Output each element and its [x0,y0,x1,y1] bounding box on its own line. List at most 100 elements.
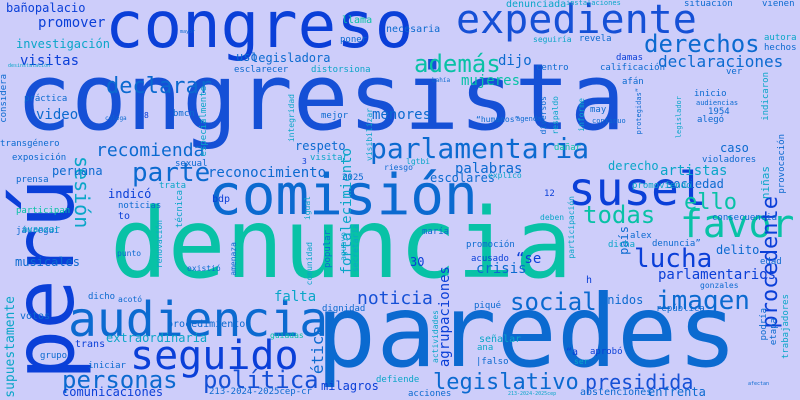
word: continuo [592,117,626,125]
word: trans [75,339,106,350]
word: mayor [180,29,196,35]
word: 213-2024-2025cep [508,391,557,397]
word: sociedad [666,177,724,191]
word: alex [630,231,652,241]
word: práctica [24,94,68,104]
word: expediente [456,0,697,43]
word: unidos [600,293,644,307]
word: favor [680,202,795,246]
word: denuncia [110,188,573,300]
word: caso [720,141,749,155]
word: parte [132,158,211,188]
word: inicio [694,89,727,99]
word: musicales [15,255,81,269]
word: alegó [697,115,725,125]
word: trata [159,181,187,191]
word: video [36,107,79,123]
word: votos [20,311,51,322]
word: agrupaciones [437,266,453,368]
word: colega [105,115,127,122]
word: “humanos” [476,115,520,124]
word: enfrenta [648,385,706,399]
word: 30 [410,255,425,269]
word: provocación [777,134,787,194]
word: consecuencia [712,213,778,223]
word: vienen [762,0,795,9]
word: sesión [70,156,94,229]
word: riesgo [384,163,413,172]
word: to [118,211,131,222]
word: personas [62,366,178,394]
word: dignidad [322,304,366,314]
word: respaldo [551,96,560,135]
word: hechos [764,43,797,53]
word: lgtbi [406,157,431,166]
word: bañopalacio [6,1,86,15]
word: participan [16,206,71,216]
word: audiencias [696,99,739,107]
word: iniciar [88,361,126,371]
word: dicha [608,240,636,250]
word: derechos [644,30,760,58]
word: aprobó [590,347,623,357]
word: dicho [88,292,116,302]
word: sexual [175,159,208,169]
word: imagen [656,286,750,316]
word: peruana [52,164,103,178]
word: jáuregui [16,226,60,236]
word: uso [236,50,258,64]
word: derecho [608,159,659,173]
word: congreso [105,0,414,63]
word: señalar [479,334,522,345]
word: calificación [600,63,666,73]
word: 2025 [342,173,364,183]
word: gonzales [700,281,739,290]
word: respeto [295,139,346,153]
word: extraordinaria [106,331,208,345]
word: ver [726,67,743,77]
word: dañar [554,143,582,153]
word: acusado [471,254,509,264]
word: todas [583,201,656,229]
word: procedimiento [167,319,246,330]
word: necesaria [386,24,441,35]
word: denuncia” [652,239,701,249]
word: explicó [488,171,522,180]
word: ser [574,357,589,366]
word: menores [372,107,432,123]
word: distorsiona [311,65,371,75]
word: aguayo [339,232,348,261]
word: punto [117,249,142,258]
word: reconocimiento [208,165,327,181]
word: declaraciones [658,52,784,71]
word: deben [540,213,565,222]
word: avanzar [22,225,60,235]
word: parlamentarios [658,267,777,283]
word: centro [536,63,569,73]
word: “se [516,251,542,267]
word: comisión [208,163,478,228]
word: informe [577,98,586,132]
word: niñas [759,166,772,200]
word: 3 [302,157,307,166]
word: secretaría [351,224,360,273]
word: crisis [476,261,527,277]
word: esclarecer [234,65,289,75]
word: audiencia [68,292,329,348]
word: ana [477,343,494,353]
word: comunidad [305,242,314,286]
word: comunicaciones [62,385,164,399]
word: piqué [474,301,502,311]
word: mujeres [461,73,521,89]
word: paredes [316,273,738,390]
word: artistas [660,163,728,179]
word: parlamentaria [370,132,590,165]
word: palabras [455,161,523,177]
word: especialmente [199,86,209,157]
word: social [510,288,597,316]
word: presidida [585,370,694,394]
word: instalaciones [566,0,621,7]
word: declarar [106,74,212,99]
word: violadores [702,155,757,165]
